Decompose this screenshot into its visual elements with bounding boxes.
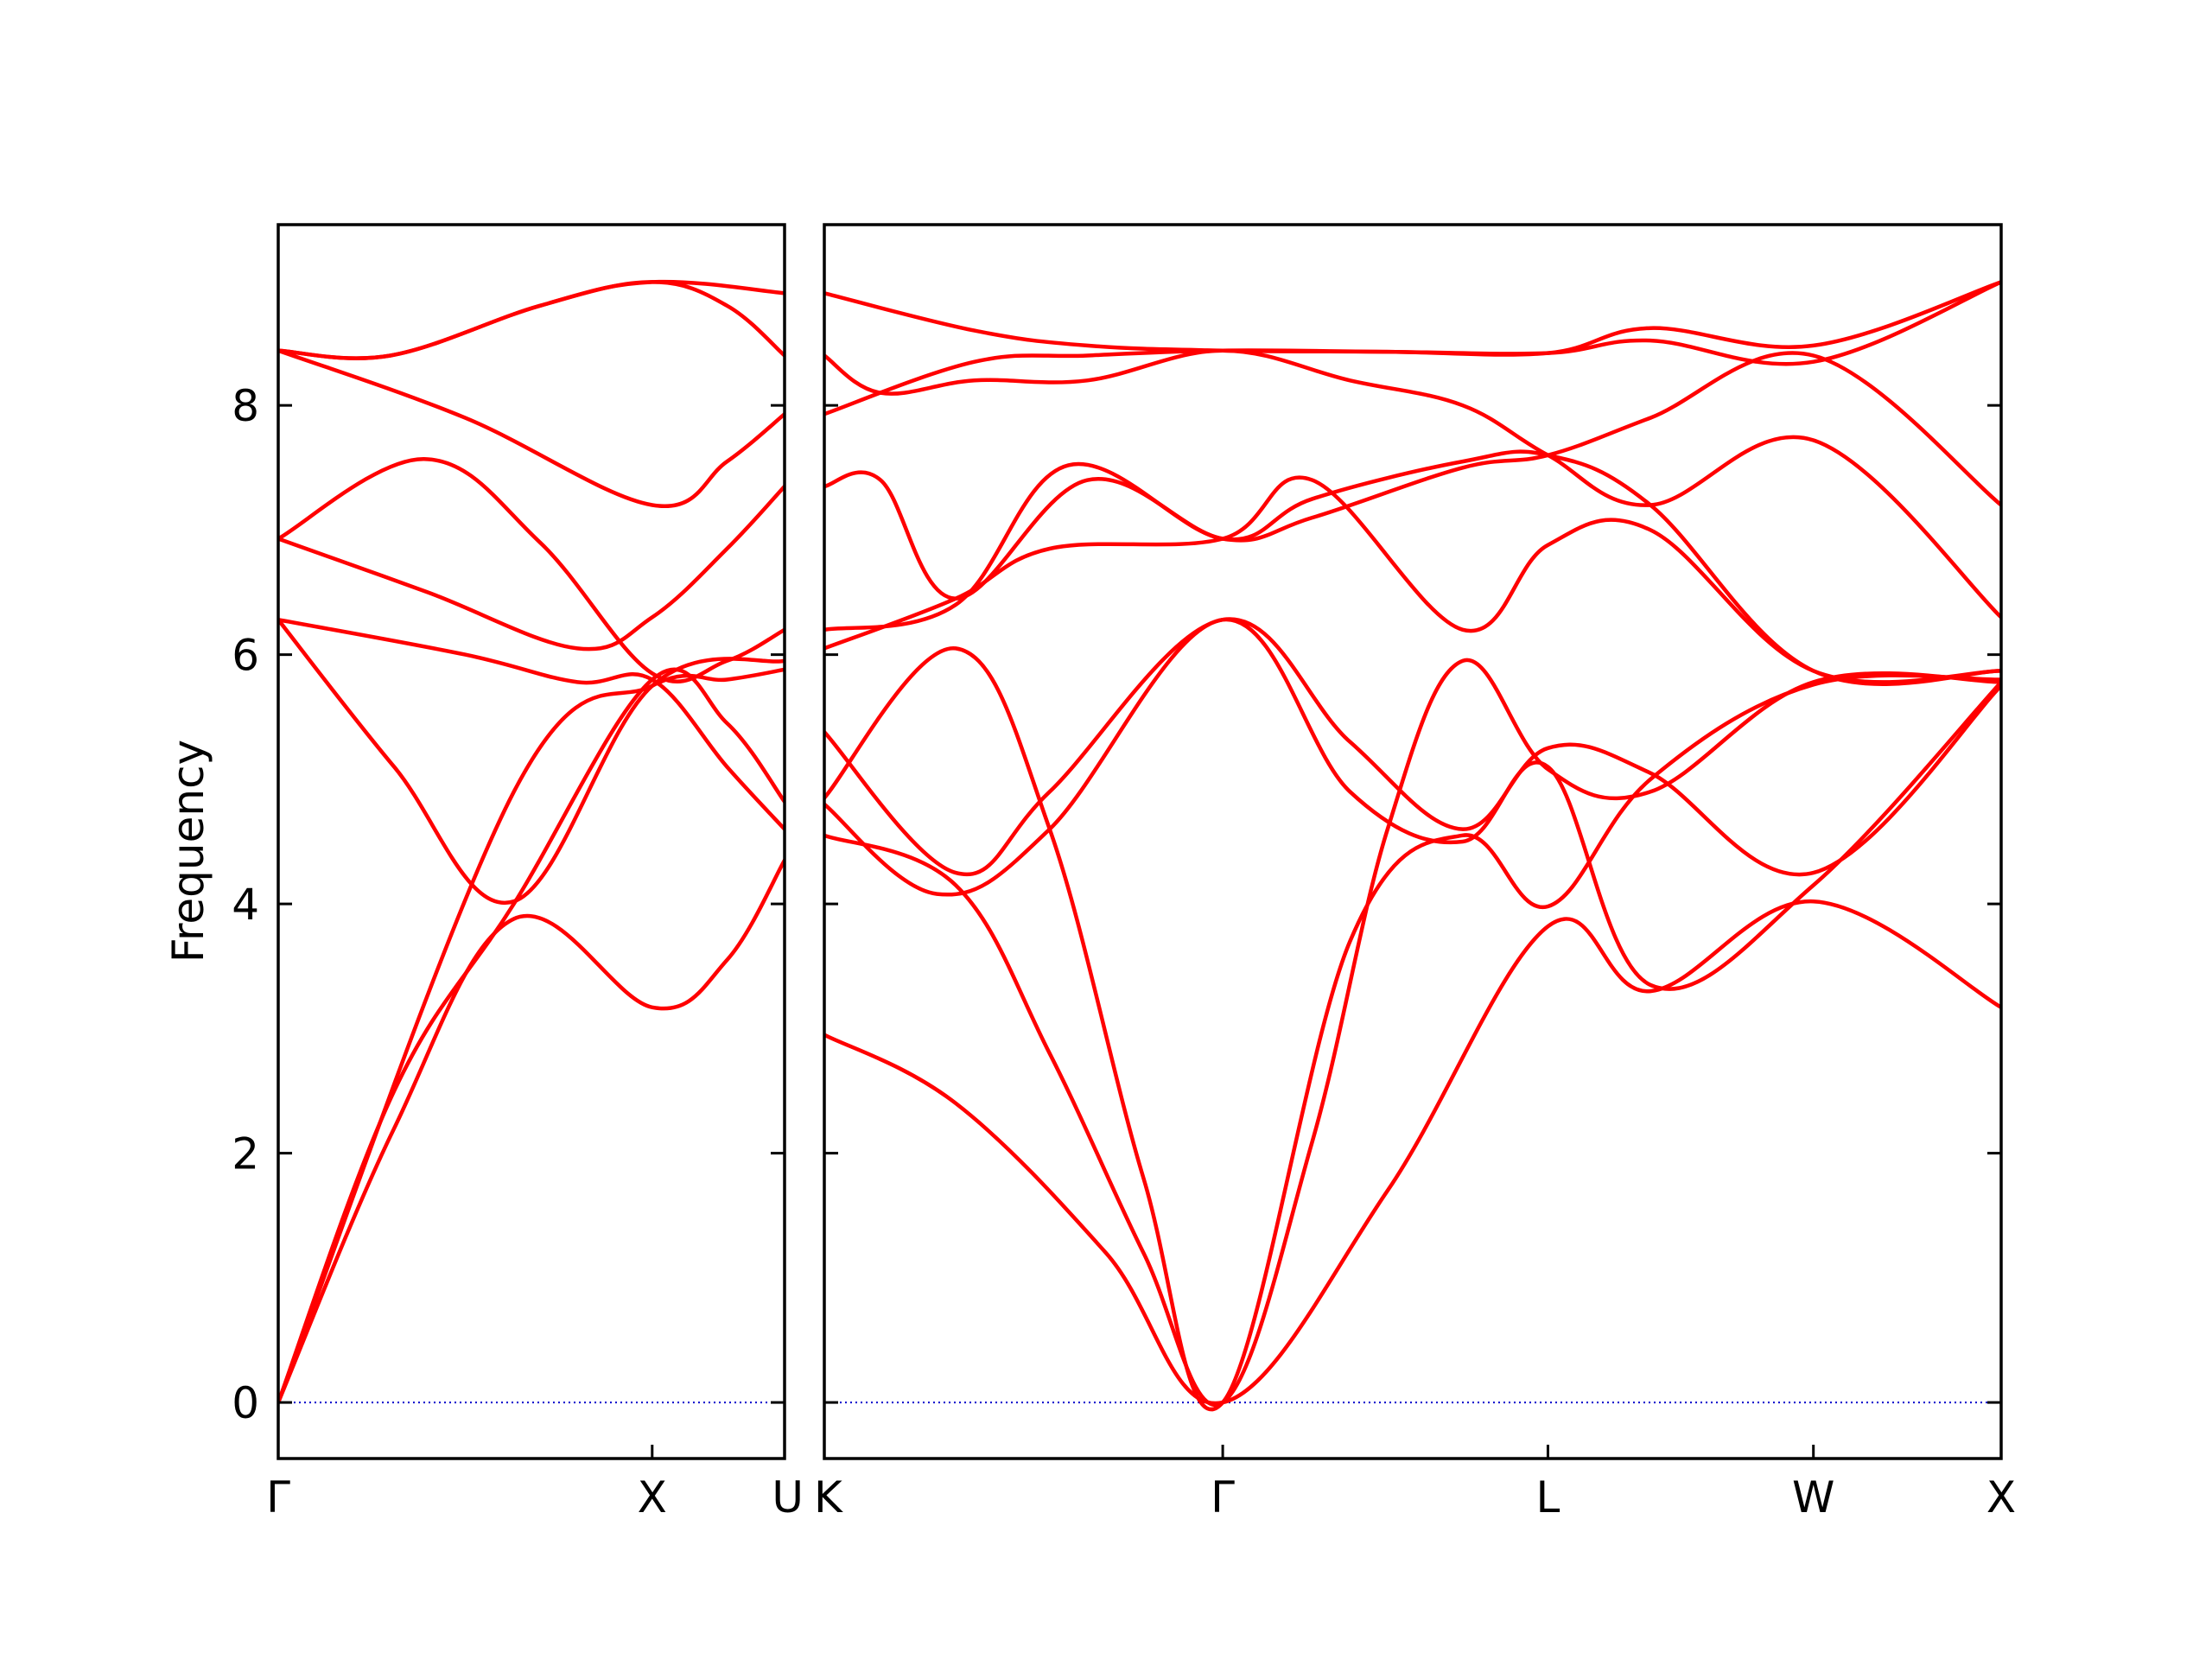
x-tick-label: Γ bbox=[266, 1472, 290, 1522]
band-line-3 bbox=[824, 646, 2001, 1412]
band-line-11 bbox=[824, 280, 2001, 357]
band-line-2 bbox=[278, 858, 785, 1405]
bands bbox=[278, 279, 785, 1405]
band-line-9 bbox=[824, 348, 2001, 620]
band-line-10 bbox=[278, 280, 785, 360]
panel-1: 0 2 4 6 8 Γ X U bbox=[232, 223, 804, 1522]
band-line-1 bbox=[278, 667, 785, 1405]
band-line-8 bbox=[824, 351, 2001, 601]
y-tick-label: 2 bbox=[232, 1129, 259, 1179]
y-tick-label: 4 bbox=[232, 880, 259, 930]
band-line-1 bbox=[824, 899, 2001, 1406]
y-axis-label: Frequency bbox=[163, 740, 213, 963]
band-line-8 bbox=[278, 348, 785, 509]
band-line-4 bbox=[824, 617, 2001, 877]
x-tick-label: X bbox=[1986, 1472, 2016, 1522]
x-tick-label: W bbox=[1792, 1472, 1834, 1522]
band-line-7 bbox=[824, 449, 2001, 686]
band-line-7 bbox=[278, 456, 785, 684]
band-line-5 bbox=[824, 617, 2001, 991]
panels-layer: 0 2 4 6 8 Γ X U K Γ L W X bbox=[232, 223, 2016, 1522]
x-tick-label: L bbox=[1536, 1472, 1560, 1522]
y-tick-label: 8 bbox=[232, 381, 259, 431]
x-tick-label: K bbox=[814, 1472, 843, 1522]
band-line-4 bbox=[278, 617, 785, 906]
y-tick-label: 6 bbox=[232, 631, 259, 681]
y-tick-label: 0 bbox=[232, 1378, 259, 1428]
band-line-6 bbox=[278, 484, 785, 652]
band-line-10 bbox=[824, 280, 2001, 416]
x-tick-label: X bbox=[638, 1472, 667, 1522]
bands bbox=[824, 280, 2001, 1412]
band-line-5 bbox=[278, 617, 785, 831]
x-tick-label: U bbox=[772, 1472, 804, 1522]
band-line-6 bbox=[824, 475, 2001, 684]
band-line-9 bbox=[278, 279, 785, 360]
x-tick-label: Γ bbox=[1211, 1472, 1235, 1522]
band-line-2 bbox=[824, 658, 2001, 1408]
axes-frame bbox=[276, 223, 786, 1460]
band-line-3 bbox=[278, 667, 785, 1405]
axes-frame bbox=[823, 223, 2003, 1460]
